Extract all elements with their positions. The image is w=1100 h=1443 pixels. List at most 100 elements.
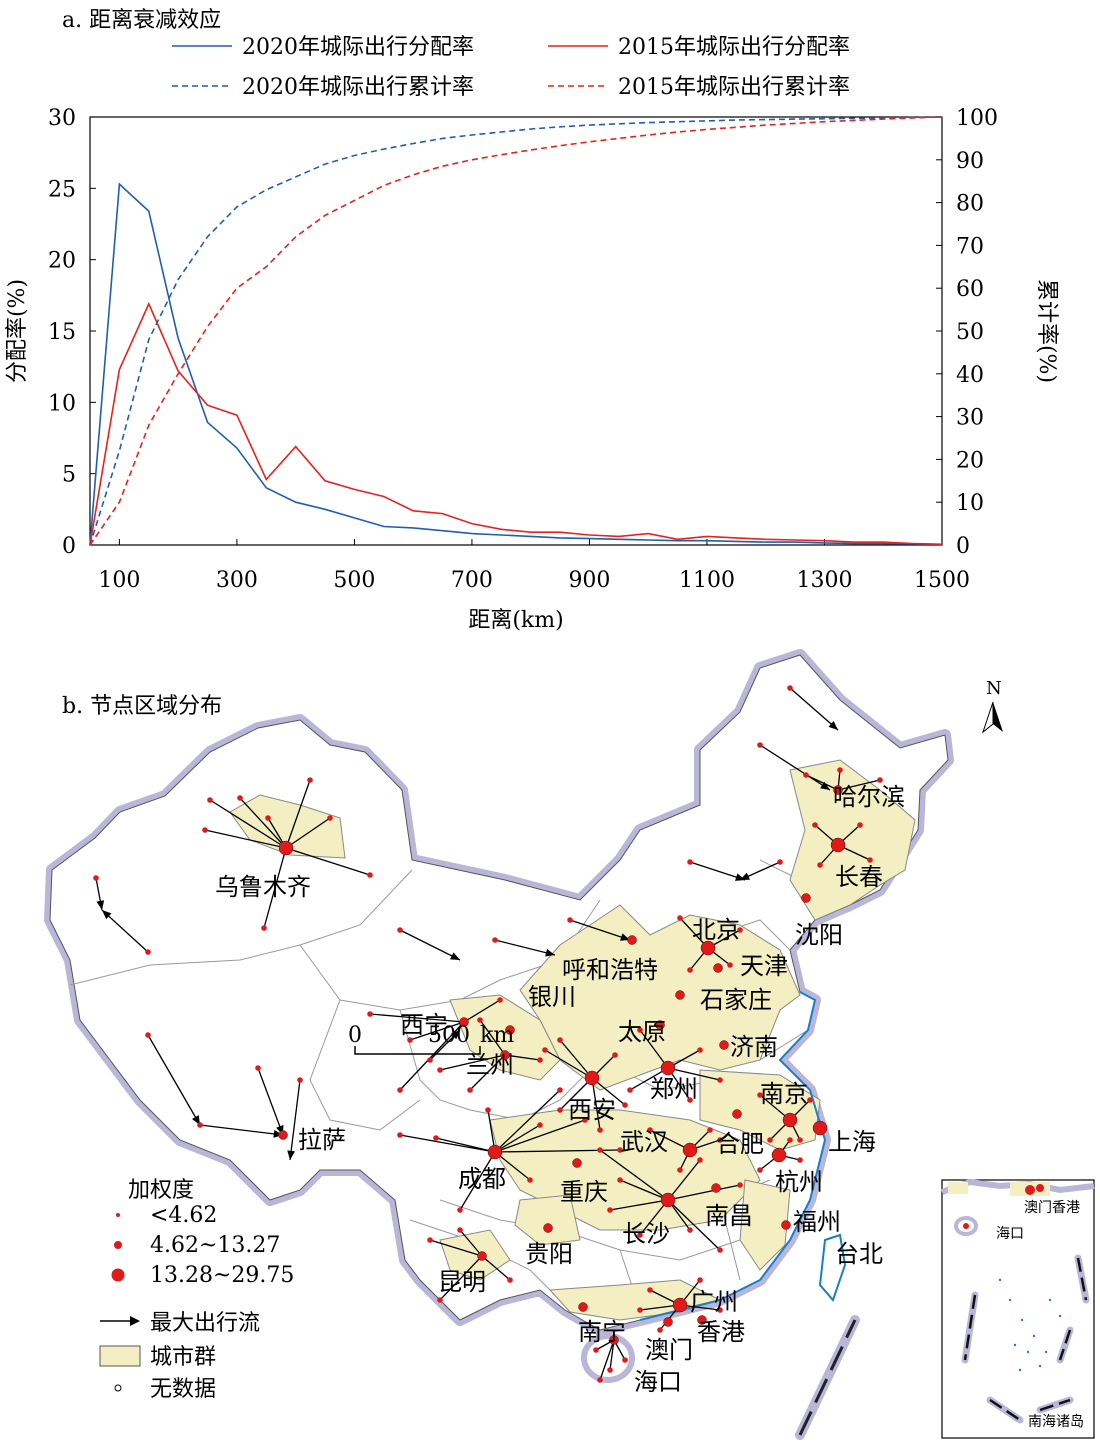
node-small (207, 797, 213, 803)
city-label: 太原 (618, 1018, 666, 1046)
legend-dot (111, 1268, 125, 1282)
node-small (261, 925, 267, 931)
node-small (817, 862, 823, 868)
legend-label: 13.28~29.75 (150, 1263, 294, 1288)
node-small (697, 1277, 703, 1283)
node-hub (660, 1060, 676, 1076)
flow-line (199, 1124, 284, 1136)
node-hub (584, 1070, 600, 1086)
city-label: 成都 (458, 1165, 506, 1193)
node-small (687, 1097, 693, 1103)
node-hub (655, 1020, 665, 1030)
node-small (787, 685, 793, 691)
city-label: 重庆 (560, 1178, 608, 1206)
node-small (597, 1127, 603, 1133)
y2-tick-label: 40 (956, 363, 984, 388)
node-small (297, 1077, 303, 1083)
node-small (537, 1057, 543, 1063)
inset-island (1020, 1318, 1024, 1322)
node-small (812, 822, 818, 828)
flow-line (101, 909, 149, 953)
inset-island (1044, 1350, 1048, 1354)
flow-line (459, 1151, 496, 1211)
node-small (687, 859, 693, 865)
north-label: N (986, 678, 1002, 699)
series-line-3 (89, 116, 943, 546)
node-small (767, 1137, 773, 1143)
inset-island (1038, 1364, 1042, 1368)
node-small (202, 827, 208, 833)
node-small (637, 1307, 643, 1313)
taiwan-island (818, 1233, 847, 1302)
node-small (777, 859, 783, 865)
x-tick-label: 300 (216, 568, 258, 593)
flow-arrowhead (287, 1150, 296, 1160)
node-small (145, 949, 151, 955)
flow-line (239, 797, 287, 849)
inset-boundary (963, 1294, 977, 1361)
node-small (497, 997, 503, 1003)
flow-arrowhead (450, 1030, 460, 1040)
inset-island (1018, 1368, 1022, 1372)
flow-arrowhead (102, 910, 112, 920)
node-hub (672, 1297, 688, 1313)
flow-line (285, 779, 311, 849)
node-small (877, 777, 883, 783)
legend-label: 最大出行流 (150, 1311, 260, 1336)
city-label: 哈尔滨 (833, 783, 905, 811)
city-label: 香港 (697, 1318, 745, 1346)
flow-line (409, 1021, 465, 1041)
flow-line (439, 1255, 483, 1301)
flow-line (599, 1149, 669, 1201)
inset-node (1036, 1184, 1044, 1192)
node-small (93, 875, 99, 881)
node-hub (771, 1147, 787, 1163)
coastline-east (639, 991, 827, 1321)
city-label: 沈阳 (795, 921, 843, 949)
y2-tick-label: 70 (956, 234, 984, 259)
node-small (457, 1227, 463, 1233)
node-dots (93, 685, 883, 1383)
inset-boundary (1076, 1257, 1088, 1301)
city-label: 济南 (730, 1033, 778, 1061)
y2-tick-label: 20 (956, 448, 984, 473)
panel-b-title: b. 节点区域分布 (62, 694, 223, 719)
flow-line (399, 1134, 496, 1153)
flow-line (639, 1199, 669, 1236)
legend-label: 4.62~13.27 (150, 1233, 280, 1258)
inset-node (1025, 1185, 1035, 1195)
node-small (787, 1137, 793, 1143)
city-label: 武汉 (620, 1128, 668, 1156)
inset-cluster (948, 1182, 968, 1194)
series-line-0 (89, 182, 943, 546)
flow-line (629, 1067, 669, 1091)
y-tick-label: 0 (62, 534, 76, 559)
node-hub (713, 963, 723, 973)
y-axis-label: 分配率(%) (5, 279, 30, 383)
node-hub (543, 1223, 553, 1233)
node-small (757, 742, 763, 748)
node-small (467, 1087, 473, 1093)
city-label: 西安 (568, 1096, 616, 1124)
flow-line (147, 1034, 201, 1126)
flow-arrowhead (450, 952, 460, 960)
node-small (197, 1122, 203, 1128)
inset-boundary (1058, 1329, 1072, 1361)
scale-label: 0 (348, 1023, 362, 1048)
node-small (867, 857, 873, 863)
node-small (255, 1065, 261, 1071)
y2-tick-label: 50 (956, 320, 984, 345)
city-label: 澳门 (645, 1336, 693, 1364)
flow-line (689, 861, 746, 881)
y-tick-label: 15 (48, 320, 76, 345)
city-label: 上海 (828, 1128, 876, 1156)
node-hub (697, 1315, 707, 1325)
x-tick-label: 1300 (796, 568, 852, 593)
city-label: 北京 (692, 916, 740, 944)
node-small (627, 1087, 633, 1093)
node-small (757, 1167, 763, 1173)
